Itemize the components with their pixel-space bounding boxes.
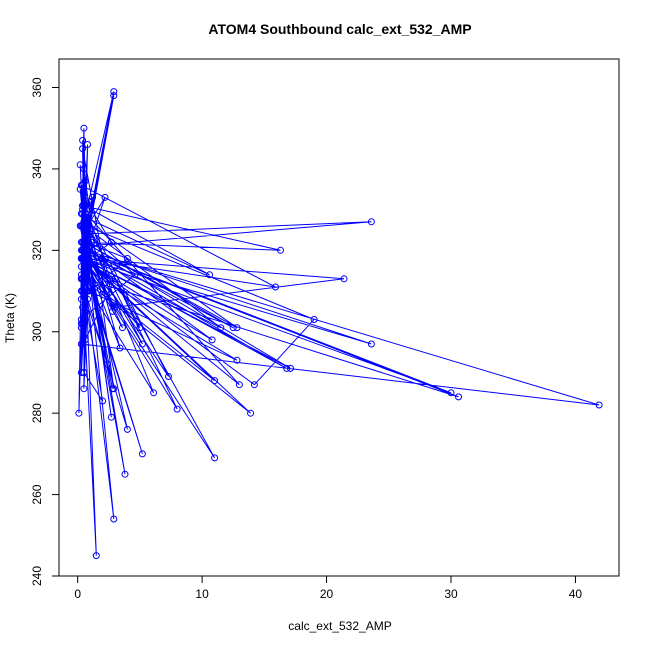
- y-tick-label: 240: [30, 566, 44, 586]
- y-axis: 240 260 280 300 320 340 360: [30, 77, 59, 586]
- x-tick-label: 20: [320, 587, 334, 601]
- x-tick-label: 30: [444, 587, 458, 601]
- x-tick-label: 10: [195, 587, 209, 601]
- chart-title: ATOM4 Southbound calc_ext_532_AMP: [208, 21, 471, 37]
- series-line: [79, 92, 599, 556]
- y-tick-label: 280: [30, 403, 44, 423]
- y-tick-label: 320: [30, 240, 44, 260]
- x-tick-label: 0: [74, 587, 81, 601]
- x-tick-label: 40: [569, 587, 583, 601]
- y-axis-label: Theta (K): [3, 293, 17, 343]
- data-series: [76, 89, 602, 559]
- y-tick-label: 340: [30, 159, 44, 179]
- y-tick-label: 260: [30, 484, 44, 504]
- x-axis-label: calc_ext_532_AMP: [288, 619, 391, 633]
- x-axis: 0 10 20 30 40: [74, 576, 582, 601]
- y-tick-label: 360: [30, 77, 44, 97]
- plot-frame: [59, 59, 619, 576]
- y-tick-label: 300: [30, 321, 44, 341]
